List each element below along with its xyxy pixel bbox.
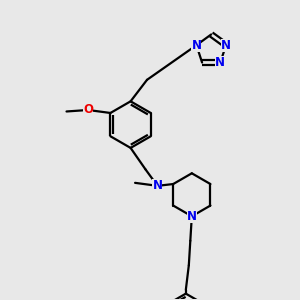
Text: N: N: [187, 210, 197, 223]
Text: N: N: [215, 56, 225, 69]
Text: N: N: [221, 39, 231, 52]
Text: N: N: [152, 179, 163, 192]
Text: N: N: [191, 39, 201, 52]
Text: O: O: [83, 103, 93, 116]
